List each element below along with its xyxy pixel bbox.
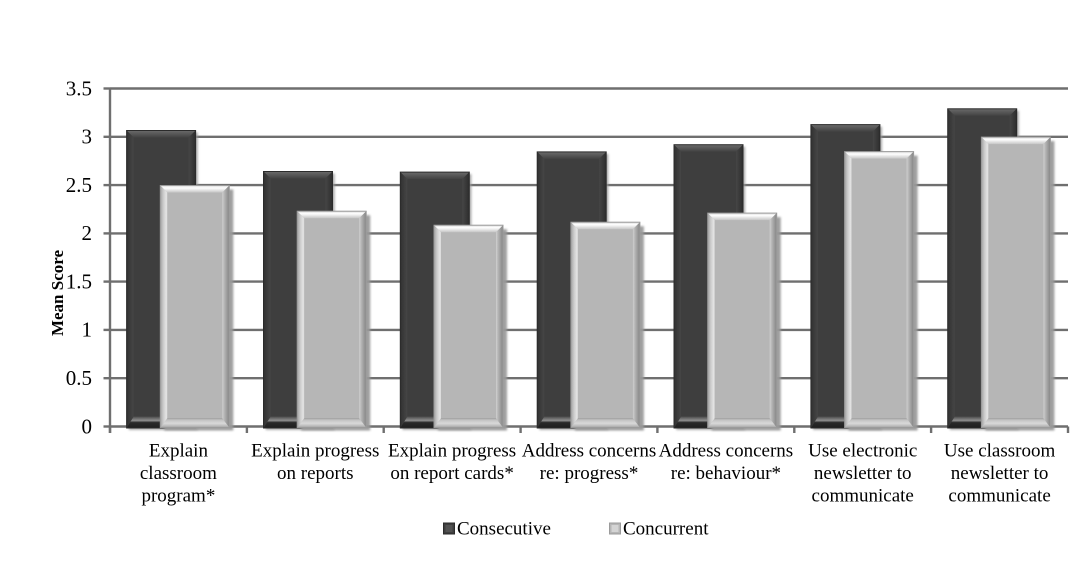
svg-text:3.5: 3.5 <box>66 76 92 100</box>
svg-text:re: progress*: re: progress* <box>540 463 639 484</box>
svg-text:Explain progress: Explain progress <box>388 441 516 462</box>
svg-text:3: 3 <box>82 125 93 149</box>
svg-text:Use electronic: Use electronic <box>808 441 917 462</box>
svg-text:1.5: 1.5 <box>66 269 92 293</box>
svg-text:communicate: communicate <box>812 485 914 506</box>
svg-text:classroom: classroom <box>140 463 217 484</box>
svg-text:Concurrent: Concurrent <box>623 519 709 540</box>
svg-text:communicate: communicate <box>948 485 1050 506</box>
svg-text:on report cards*: on report cards* <box>390 463 513 484</box>
svg-text:0.5: 0.5 <box>66 366 92 390</box>
svg-text:newsletter to: newsletter to <box>951 463 1049 484</box>
svg-text:Consecutive: Consecutive <box>457 519 551 540</box>
svg-text:Address concerns: Address concerns <box>522 441 657 462</box>
svg-text:0: 0 <box>82 414 93 438</box>
svg-text:re: behaviour*: re: behaviour* <box>671 463 781 484</box>
svg-text:Address concerns: Address concerns <box>659 441 794 462</box>
svg-text:Explain: Explain <box>149 441 209 462</box>
svg-text:1: 1 <box>82 318 93 342</box>
svg-text:Mean Score: Mean Score <box>48 250 67 337</box>
svg-text:Explain progress: Explain progress <box>251 441 379 462</box>
svg-text:2.5: 2.5 <box>66 173 92 197</box>
svg-text:2: 2 <box>82 221 93 245</box>
svg-text:Use classroom: Use classroom <box>944 441 1056 462</box>
svg-text:on reports: on reports <box>277 463 354 484</box>
svg-text:program*: program* <box>141 485 215 506</box>
svg-text:newsletter to: newsletter to <box>814 463 912 484</box>
